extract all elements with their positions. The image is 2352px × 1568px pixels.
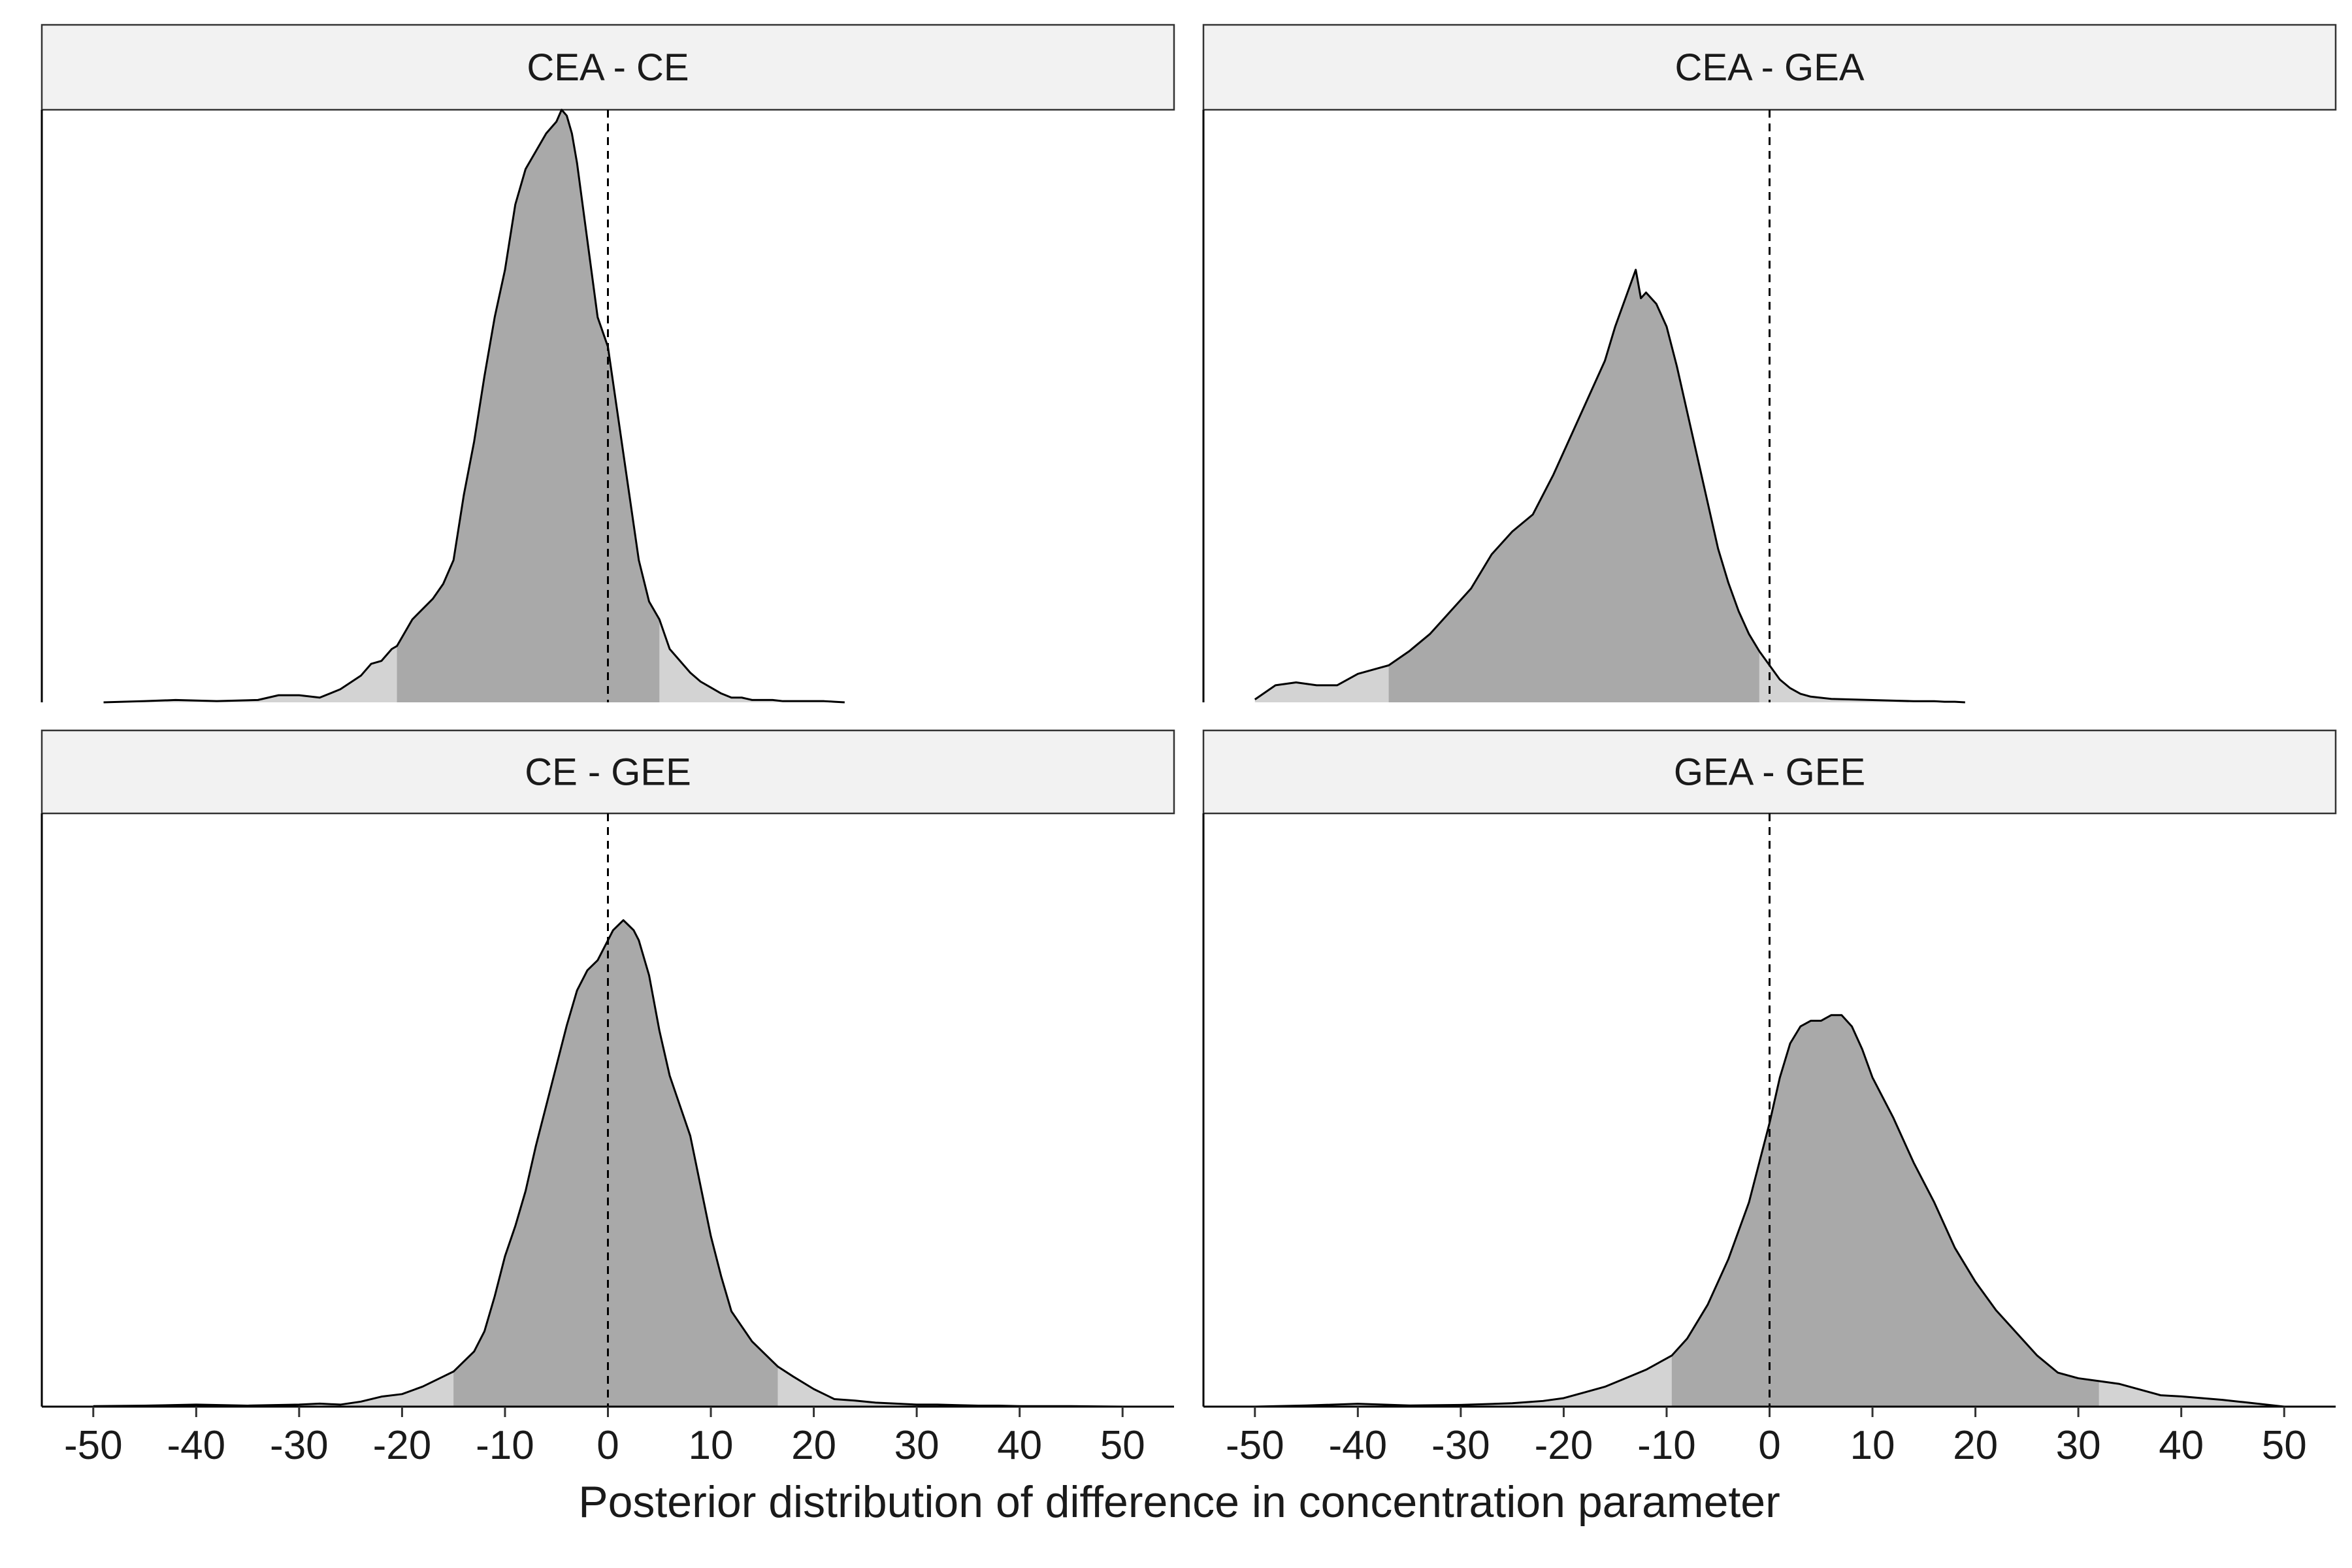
x-tick-label: -30: [270, 1423, 329, 1468]
density-inner-area: [1671, 1015, 2099, 1407]
panel-1: CEA - CE: [41, 24, 1175, 704]
x-tick-label: 0: [596, 1423, 619, 1468]
x-tick-label: 40: [2159, 1423, 2204, 1468]
density-line: [1254, 1014, 2285, 1408]
x-tick-label: 10: [689, 1423, 734, 1468]
density-inner-area: [397, 110, 660, 702]
x-tick-label: 30: [894, 1423, 939, 1468]
facet-title: CE - GEE: [525, 751, 691, 794]
x-tick-label: -30: [1431, 1423, 1490, 1468]
x-tick-label: 50: [2262, 1423, 2307, 1468]
x-tick-label: -10: [1637, 1423, 1696, 1468]
x-tick-label: 20: [791, 1423, 836, 1468]
density-inner-area: [453, 920, 778, 1407]
x-tick-label: 0: [1758, 1423, 1780, 1468]
facet-strip: [41, 24, 1175, 111]
facet-strip: [41, 729, 1175, 815]
density-line: [93, 919, 1123, 1408]
facet-title: CEA - CE: [527, 46, 689, 89]
x-tick-label: -10: [476, 1423, 534, 1468]
density-line: [1254, 269, 1965, 704]
x-tick-label: 20: [1953, 1423, 1998, 1468]
x-tick-label: -20: [1535, 1423, 1593, 1468]
x-tick-label: 30: [2056, 1423, 2101, 1468]
x-tick-label: -40: [167, 1423, 226, 1468]
x-tick-label: 50: [1100, 1423, 1145, 1468]
x-axis-title: Posterior distribution of difference in …: [578, 1477, 1780, 1527]
facet-title: GEA - GEE: [1674, 751, 1865, 794]
x-tick-label: -50: [64, 1423, 123, 1468]
panels: CEA - CE CEA - GEA CE - GEE -50 -40 -30 -20 -10…: [41, 24, 2337, 1468]
x-tick-label: 10: [1850, 1423, 1895, 1468]
x-tick-label: -20: [373, 1423, 432, 1468]
density-line: [103, 108, 845, 704]
panel-2: CEA - GEA: [1202, 24, 2337, 704]
panel-3: CE - GEE -50 -40 -30 -20 -10 0 10 20 30 40 50: [41, 729, 1175, 1468]
x-tick-label: -50: [1226, 1423, 1284, 1468]
panel-4: GEA - GEE -50 -40 -30 -20 -10 0 10 20 30 40 50: [1202, 729, 2337, 1468]
x-tick-label: 40: [997, 1423, 1042, 1468]
x-tick-label: -40: [1329, 1423, 1388, 1468]
density-inner-area: [1388, 269, 1759, 702]
facet-title: CEA - GEA: [1674, 46, 1864, 89]
